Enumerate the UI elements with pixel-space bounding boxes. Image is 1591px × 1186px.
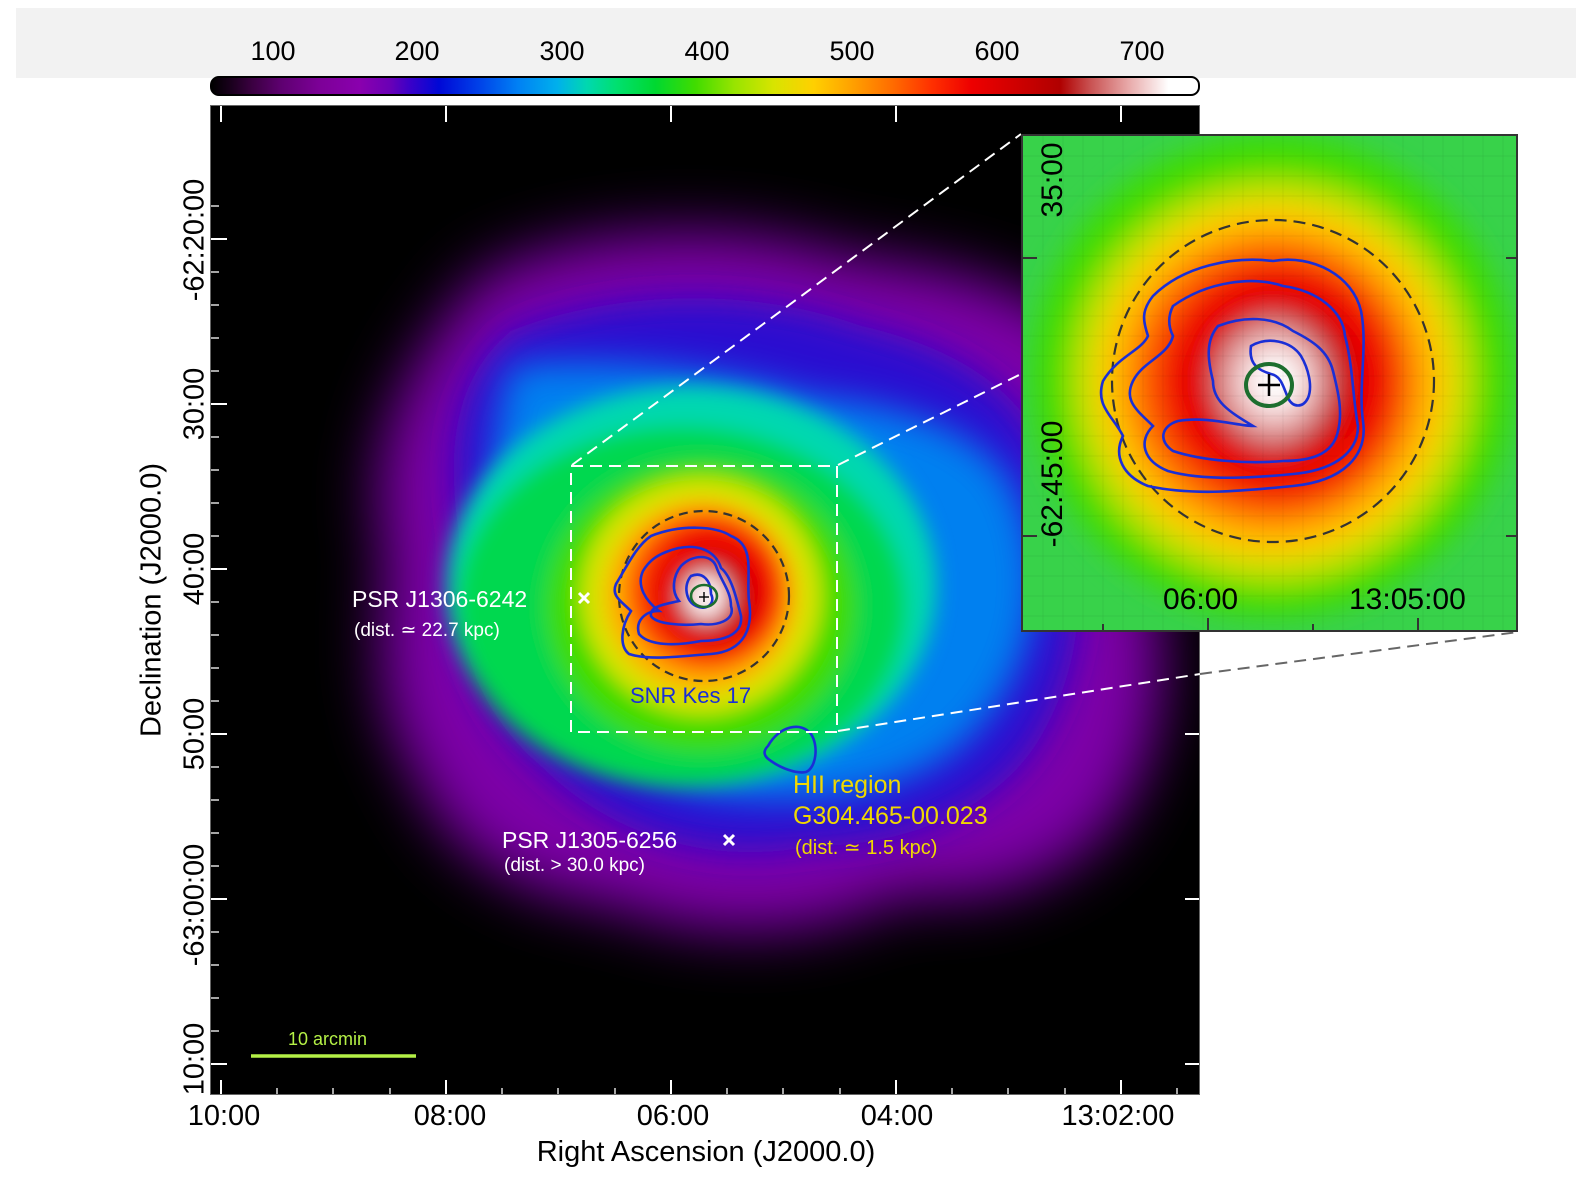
colorbar-tick-label: 200: [394, 36, 440, 66]
hii-contour: [763, 725, 817, 774]
colorbar-tick-label: 100: [250, 36, 296, 66]
x-tick-label: 13:02:00: [1061, 1100, 1175, 1132]
y-axis-label: Declination (J2000.0): [135, 462, 168, 738]
y-tick-label: 30:00: [178, 367, 211, 441]
y-tick-label: -62:20:00: [178, 178, 211, 302]
top-band: [16, 8, 1576, 78]
x-tick-label: 06:00: [636, 1100, 710, 1132]
inset-blue-contours: [1099, 258, 1365, 494]
inset-ticks: [1023, 257, 1516, 630]
inset-top-left-label: 35:00: [1036, 142, 1069, 218]
psr1-label: PSR J1306-6242: [352, 586, 528, 612]
colorbar: [210, 76, 1200, 96]
zoom-box: [570, 465, 838, 733]
x-axis-label: Right Ascension (J2000.0): [536, 1136, 876, 1168]
psr2-marker: [722, 833, 736, 847]
source-ellipse: [689, 583, 719, 609]
axis-minor-ticks: [211, 205, 1178, 1094]
colorbar-tick-label: 700: [1119, 36, 1165, 66]
hii-distance: (dist. ≃ 1.5 kpc): [795, 837, 938, 859]
y-tick-label: 50:00: [178, 697, 211, 771]
psr2-distance: (dist. > 30.0 kpc): [504, 855, 645, 876]
y-tick-label: -63:00:00: [178, 843, 211, 967]
x-tick-label: 04:00: [860, 1100, 934, 1132]
cross-marker: [699, 592, 709, 602]
inset-cross-marker: [1258, 374, 1280, 396]
inset-xtick-label: 13:05:00: [1349, 583, 1466, 616]
scale-bar-label: 10 arcmin: [288, 1029, 368, 1049]
colorbar-tick-label: 400: [684, 36, 730, 66]
psr2-label: PSR J1305-6256: [502, 827, 678, 853]
y-tick-label: 40:00: [178, 532, 211, 606]
zoom-inset-image: [1023, 136, 1516, 630]
colorbar-tick-label: 500: [829, 36, 875, 66]
inset-bottom-left-label: -62:45:00: [1036, 420, 1069, 548]
psr1-distance: (dist. ≃ 22.7 kpc): [354, 620, 500, 641]
x-tick-label: 10:00: [187, 1100, 261, 1132]
inset-dashed-circle: [1110, 218, 1436, 544]
y-tick-label: 10:00: [178, 1022, 211, 1096]
colorbar-tick-label: 600: [974, 36, 1020, 66]
zoom-inset: [1021, 134, 1518, 632]
inset-source-ellipse: [1244, 362, 1294, 408]
hii-name: G304.465-00.023: [793, 802, 988, 830]
snr-label: SNR Kes 17: [630, 683, 752, 708]
colorbar-tick-label: 300: [539, 36, 585, 66]
inset-xtick-label: 06:00: [1163, 583, 1239, 616]
dashed-circle: [617, 509, 791, 683]
x-tick-label: 08:00: [413, 1100, 487, 1132]
psr1-marker: [577, 591, 591, 605]
hii-label: HII region: [793, 771, 902, 799]
